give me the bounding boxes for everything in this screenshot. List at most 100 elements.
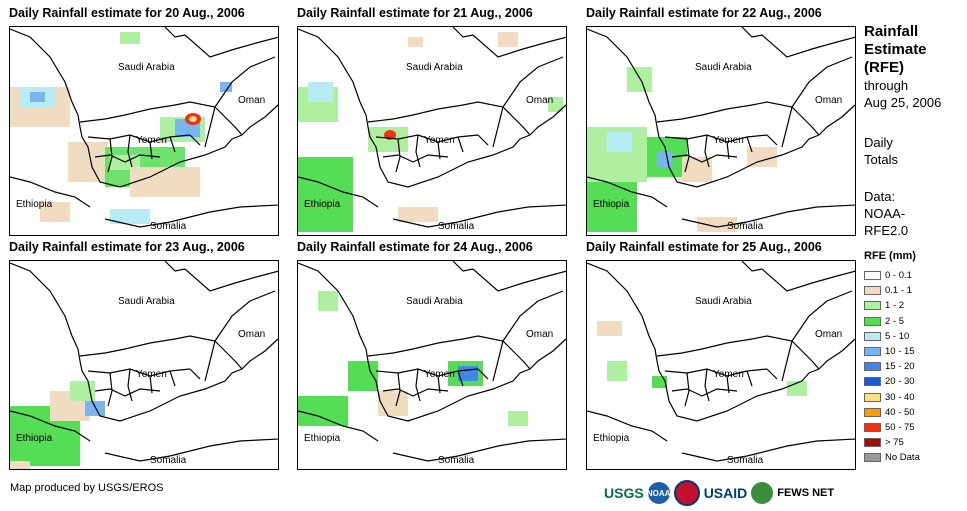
label-yemen: Yemen [136,369,167,380]
legend-item: 5 - 10 [864,330,909,343]
through-date: Aug 25, 2006 [864,95,942,110]
label-saudi-arabia: Saudi Arabia [406,62,463,73]
legend-item: 40 - 50 [864,406,915,419]
label-oman: Oman [815,95,843,106]
label-ethiopia: Ethiopia [16,199,53,210]
rainfall-panel-aug22: Daily Rainfall estimate for 22 Aug., 200… [586,6,856,236]
map-canvas [587,261,855,462]
label-yemen: Yemen [136,135,167,146]
usaid-seal-icon [673,480,700,506]
legend-item: 30 - 40 [864,391,915,404]
sidebar-daily: Daily Totals [864,134,898,168]
legend-swatch [864,271,881,280]
legend-label: 1 - 2 [885,300,905,312]
legend-label: 30 - 40 [885,391,915,403]
through-text: through [864,78,909,93]
rainfall-panel-aug24: Daily Rainfall estimate for 24 Aug., 200… [297,240,567,470]
label-somalia: Somalia [150,455,187,466]
label-somalia: Somalia [727,455,764,466]
label-somalia: Somalia [727,221,764,232]
data-source: NOAA- [864,206,906,221]
rainfall-panel-aug25: Daily Rainfall estimate for 25 Aug., 200… [586,240,856,470]
rainfall-map: Saudi Arabia Oman Yemen Ethiopia Somalia [586,260,856,470]
map-canvas [10,261,278,469]
credit-text: Map produced by USGS/EROS [10,482,164,494]
legend-swatch [864,392,881,402]
legend-item: No Data [864,451,920,464]
data-source: RFE2.0 [864,223,909,238]
sidebar-data-source: Data: NOAA- RFE2.0 [864,188,908,239]
fews-net-logo: FEWS NET [777,487,835,499]
label-oman: Oman [526,95,554,106]
title-line: Rainfall [864,23,919,40]
rainfall-patches [10,32,232,224]
legend-label: 5 - 10 [885,330,910,342]
rainfall-map: Saudi Arabia Oman Yemen Ethiopia Somalia [586,26,856,236]
panel-title: Daily Rainfall estimate for 22 Aug., 200… [586,6,822,20]
rainfall-panel-aug23: Daily Rainfall estimate for 23 Aug., 200… [9,240,279,470]
label-yemen: Yemen [713,135,744,146]
label-saudi-arabia: Saudi Arabia [118,62,175,73]
legend-item: 10 - 15 [864,345,915,358]
sidebar-title: Rainfall Estimate (RFE) through Aug 25, … [864,23,941,111]
rainfall-patches [298,291,528,426]
legend-swatch [864,377,881,387]
label-saudi-arabia: Saudi Arabia [695,296,752,307]
legend-swatch [864,286,881,296]
partner-logos: USGS NOAA USAID FEWS NET [604,480,834,506]
legend-label: 2 - 5 [885,315,905,327]
rainfall-panel-aug21: Daily Rainfall estimate for 21 Aug., 200… [297,6,567,236]
panel-title: Daily Rainfall estimate for 24 Aug., 200… [297,240,533,254]
rainfall-map: Saudi Arabia Oman Yemen Ethiopia Somalia [9,26,279,236]
rainfall-patches [587,67,777,232]
legend-swatch [864,438,881,448]
rainfall-map: Saudi Arabia Oman Yemen Ethiopia Somalia [297,26,567,236]
panel-title: Daily Rainfall estimate for 23 Aug., 200… [9,240,245,254]
legend-item: 0 - 0.1 [864,269,912,282]
panel-title: Daily Rainfall estimate for 25 Aug., 200… [586,240,822,254]
label-saudi-arabia: Saudi Arabia [406,296,463,307]
label-oman: Oman [238,95,266,106]
rainfall-map: Saudi Arabia Oman Yemen Ethiopia Somalia [9,260,279,470]
label-somalia: Somalia [150,221,187,232]
panel-title: Daily Rainfall estimate for 21 Aug., 200… [297,6,533,20]
label-yemen: Yemen [713,369,744,380]
data-label: Data: [864,189,896,204]
map-canvas [298,27,566,232]
legend-item: 0.1 - 1 [864,284,912,297]
legend-swatch [864,316,881,326]
rainfall-map: Saudi Arabia Oman Yemen Ethiopia Somalia [297,260,567,470]
rainfall-panel-aug20: Daily Rainfall estimate for 20 Aug., 200… [9,6,279,236]
map-canvas [587,27,855,232]
legend-label: No Data [885,452,920,464]
label-ethiopia: Ethiopia [593,199,630,210]
label-ethiopia: Ethiopia [593,433,630,444]
label-ethiopia: Ethiopia [304,433,341,444]
totals-text: Totals [864,152,898,167]
label-somalia: Somalia [438,221,475,232]
label-somalia: Somalia [438,455,475,466]
label-saudi-arabia: Saudi Arabia [118,296,175,307]
legend-label: 20 - 30 [885,376,915,388]
legend-swatch [864,423,881,432]
label-ethiopia: Ethiopia [304,199,341,210]
legend-item: 20 - 30 [864,375,915,388]
legend-item: 50 - 75 [864,421,915,434]
legend-label: 50 - 75 [885,422,915,433]
legend-label: 10 - 15 [885,346,915,357]
legend-label: 40 - 50 [885,406,915,418]
noaa-logo: NOAA [647,482,670,504]
usgs-logo: USGS [604,485,644,501]
map-canvas [298,261,566,462]
label-saudi-arabia: Saudi Arabia [695,62,752,73]
label-oman: Oman [815,329,843,340]
legend-label: 0.1 - 1 [885,285,912,297]
legend-item: > 75 [864,436,904,449]
legend-swatch [864,347,881,356]
fews-net-icon [751,482,774,504]
legend-label: 0 - 0.1 [885,270,912,281]
legend-swatch [864,407,881,417]
label-oman: Oman [238,329,266,340]
legend-swatch [864,301,881,311]
legend-label: > 75 [885,437,904,449]
